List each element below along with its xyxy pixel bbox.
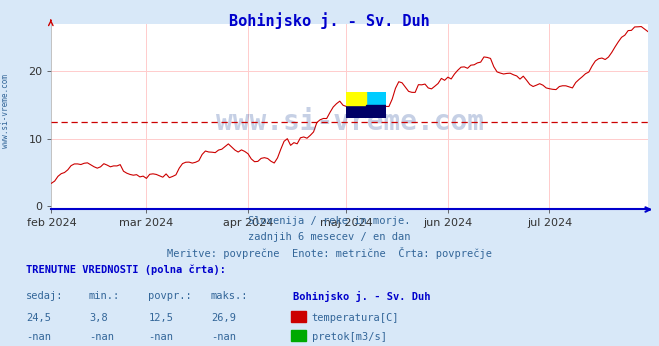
Text: temperatura[C]: temperatura[C]: [312, 313, 399, 323]
Text: -nan: -nan: [26, 332, 51, 342]
Polygon shape: [347, 92, 386, 105]
Bar: [366, 92, 386, 105]
Polygon shape: [366, 105, 386, 118]
Text: zadnjih 6 mesecev / en dan: zadnjih 6 mesecev / en dan: [248, 232, 411, 242]
Bar: [347, 92, 366, 105]
Text: -nan: -nan: [211, 332, 236, 342]
Bar: [347, 92, 366, 105]
Polygon shape: [347, 105, 386, 118]
Text: Bohinjsko j. - Sv. Duh: Bohinjsko j. - Sv. Duh: [229, 12, 430, 29]
Text: sedaj:: sedaj:: [26, 291, 64, 301]
Text: Meritve: povprečne  Enote: metrične  Črta: povprečje: Meritve: povprečne Enote: metrične Črta:…: [167, 247, 492, 260]
Text: pretok[m3/s]: pretok[m3/s]: [312, 332, 387, 342]
Text: www.si-vreme.com: www.si-vreme.com: [1, 74, 10, 148]
Text: -nan: -nan: [89, 332, 114, 342]
Text: TRENUTNE VREDNOSTI (polna črta):: TRENUTNE VREDNOSTI (polna črta):: [26, 265, 226, 275]
Text: povpr.:: povpr.:: [148, 291, 192, 301]
Text: -nan: -nan: [148, 332, 173, 342]
Text: min.:: min.:: [89, 291, 120, 301]
Text: 3,8: 3,8: [89, 313, 107, 323]
Text: maks.:: maks.:: [211, 291, 248, 301]
Text: 26,9: 26,9: [211, 313, 236, 323]
Text: Bohinjsko j. - Sv. Duh: Bohinjsko j. - Sv. Duh: [293, 291, 431, 302]
Text: 12,5: 12,5: [148, 313, 173, 323]
Text: 24,5: 24,5: [26, 313, 51, 323]
Text: Slovenija / reke in morje.: Slovenija / reke in morje.: [248, 216, 411, 226]
Text: www.si-vreme.com: www.si-vreme.com: [215, 108, 484, 136]
